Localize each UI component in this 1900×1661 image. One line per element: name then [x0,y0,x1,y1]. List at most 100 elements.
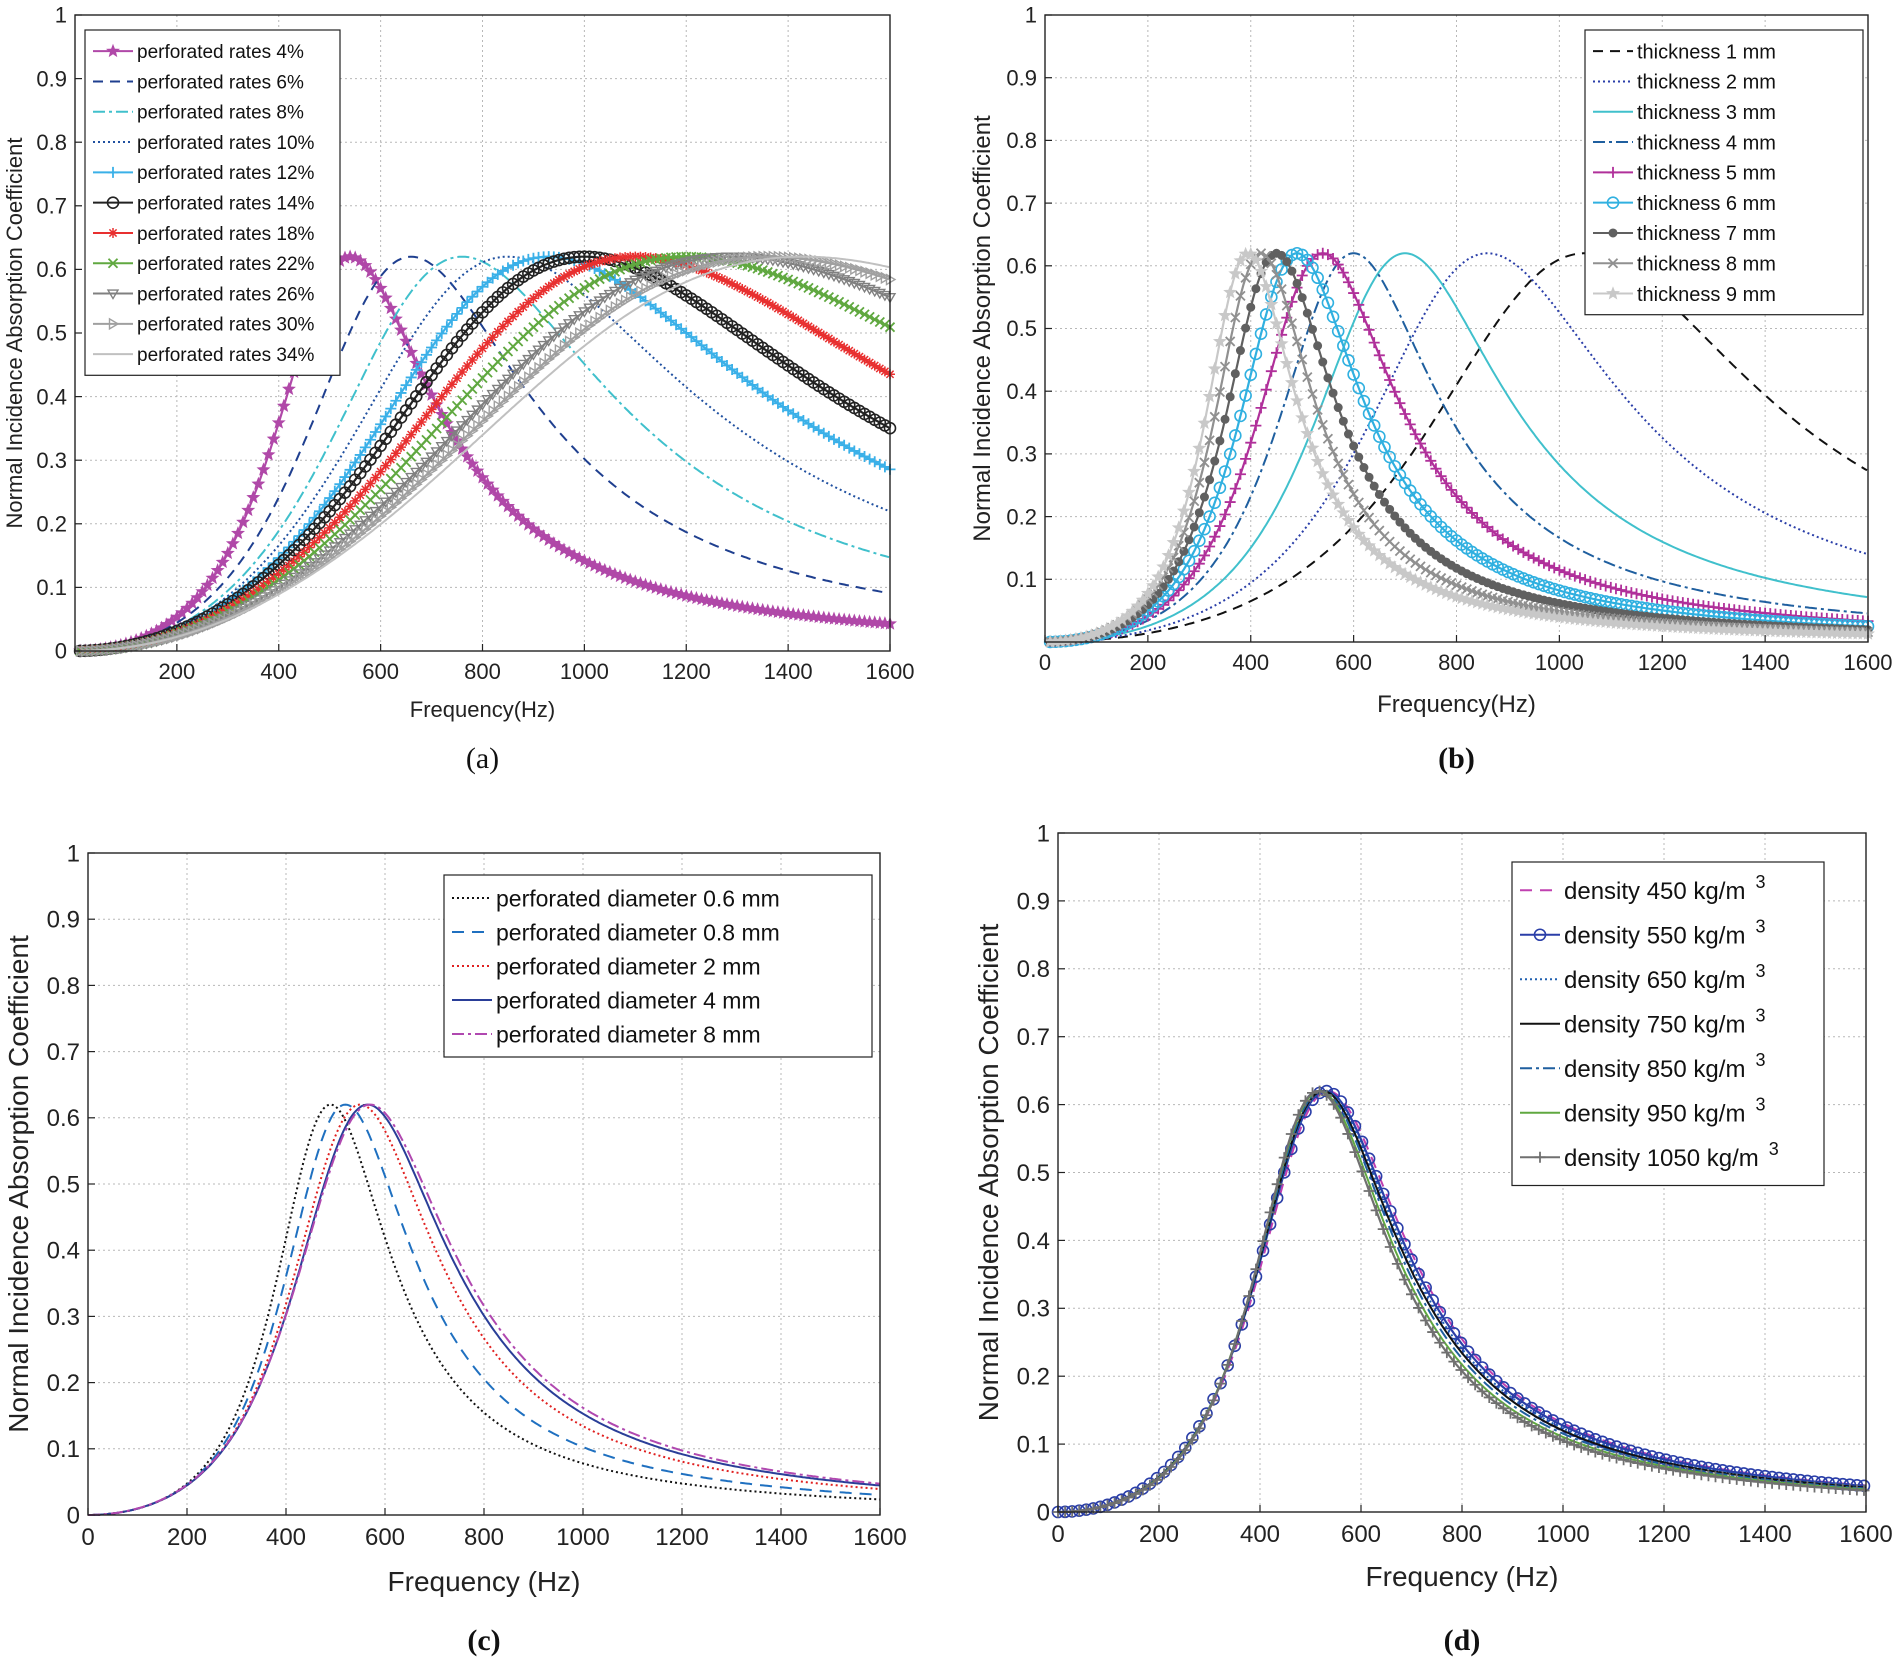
triangle-marker [549,348,561,361]
star-marker [470,463,485,477]
y-tick-label: 0 [67,1502,80,1529]
triangle-marker [580,322,591,336]
triangle-marker [498,395,510,408]
plus-marker [1349,1146,1361,1158]
triangle-marker [417,473,428,486]
asterisk-marker [263,576,274,587]
circle-marker [1331,324,1345,338]
x-marker [864,311,875,323]
x-marker [1240,272,1251,283]
y-tick-label: 0.5 [1006,316,1037,341]
triangle-marker [142,637,153,650]
asterisk-marker [375,466,386,477]
plus-marker [1406,1288,1417,1300]
series-line [88,1103,881,1516]
triangle-marker [880,271,892,285]
asterisk-marker [783,309,794,320]
triangle-marker [491,384,505,396]
asterisk-marker [324,522,335,533]
legend-label: thickness 4 mm [1637,132,1776,154]
plus-marker [1234,468,1246,480]
dot-marker [1328,388,1338,398]
triangle-marker [544,352,556,366]
legend-entry: perforated diameter 0.6 mm [452,885,780,911]
x-marker [1199,457,1210,468]
star-marker [1341,513,1356,527]
star-marker [388,311,403,325]
x-marker [574,286,585,297]
x-tick-label: 1600 [853,1524,906,1551]
plus-marker [1631,588,1643,600]
plus-marker [1368,337,1380,349]
asterisk-marker [767,300,778,311]
plus-marker [1641,590,1653,602]
triangle-marker [343,529,357,541]
asterisk-marker [243,591,254,602]
asterisk-marker [828,336,839,347]
x-marker [798,280,809,291]
x-marker [844,301,855,312]
asterisk-marker [523,297,534,308]
plus-marker [1568,1439,1580,1451]
circle-marker [106,196,120,209]
y-tick-label: 0 [1037,1499,1050,1526]
series-3 [88,1103,881,1516]
asterisk-marker [477,343,488,354]
plus-marker [1497,1402,1509,1414]
asterisk-marker [808,324,819,335]
triangle-marker [481,395,494,406]
plus-marker [1332,259,1344,271]
plus-marker [380,410,392,422]
plus-marker [1314,1085,1326,1097]
star-marker [475,470,490,484]
plus-marker [1363,324,1375,336]
plus-marker [364,434,376,446]
plus-marker [1198,549,1210,561]
plus-marker [1130,1488,1142,1500]
y-tick-label: 1 [1037,820,1050,847]
legend-label: perforated diameter 4 mm [496,987,761,1013]
x-tick-label: 1600 [1844,650,1893,675]
plus-marker [1296,270,1308,282]
triangle-marker [193,623,204,636]
triangle-marker [850,262,861,276]
triangle-marker [600,307,612,321]
star-marker [1284,375,1299,389]
x-marker [879,319,891,330]
x-marker [1425,567,1436,578]
triangle-marker [682,264,693,277]
dot-marker [1385,504,1395,514]
asterisk-marker [849,348,860,359]
triangle-marker [522,354,535,366]
plus-marker [1471,512,1483,524]
triangle-marker [503,390,515,403]
x-tick-label: 200 [167,1524,207,1551]
x-marker [1261,250,1272,262]
legend-label: perforated rates 34% [137,345,315,366]
plus-marker [1265,365,1277,377]
x-marker [1353,497,1364,508]
triangle-marker [415,462,428,474]
plus-marker [1204,540,1216,552]
panel-caption: (d) [1444,1624,1481,1657]
plus-marker [1667,1464,1679,1476]
y-tick-label: 0.6 [1006,254,1037,279]
legend-label: perforated diameter 2 mm [496,953,761,979]
asterisk-marker [283,560,294,571]
plus-marker [1224,496,1236,508]
x-marker [874,316,885,328]
x-marker [1405,554,1416,565]
x-marker [1255,248,1267,259]
plus-marker [1618,1454,1630,1466]
star-marker [205,570,220,585]
asterisk-marker [355,490,366,501]
dot-marker [1608,228,1618,238]
asterisk-marker [108,227,118,238]
triangle-marker [187,625,199,638]
triangle-marker [404,472,418,484]
circle-marker [1316,283,1330,296]
triangle-marker [310,561,321,575]
triangle-marker [812,266,825,278]
triangle-marker [646,279,657,293]
asterisk-marker [508,311,519,322]
